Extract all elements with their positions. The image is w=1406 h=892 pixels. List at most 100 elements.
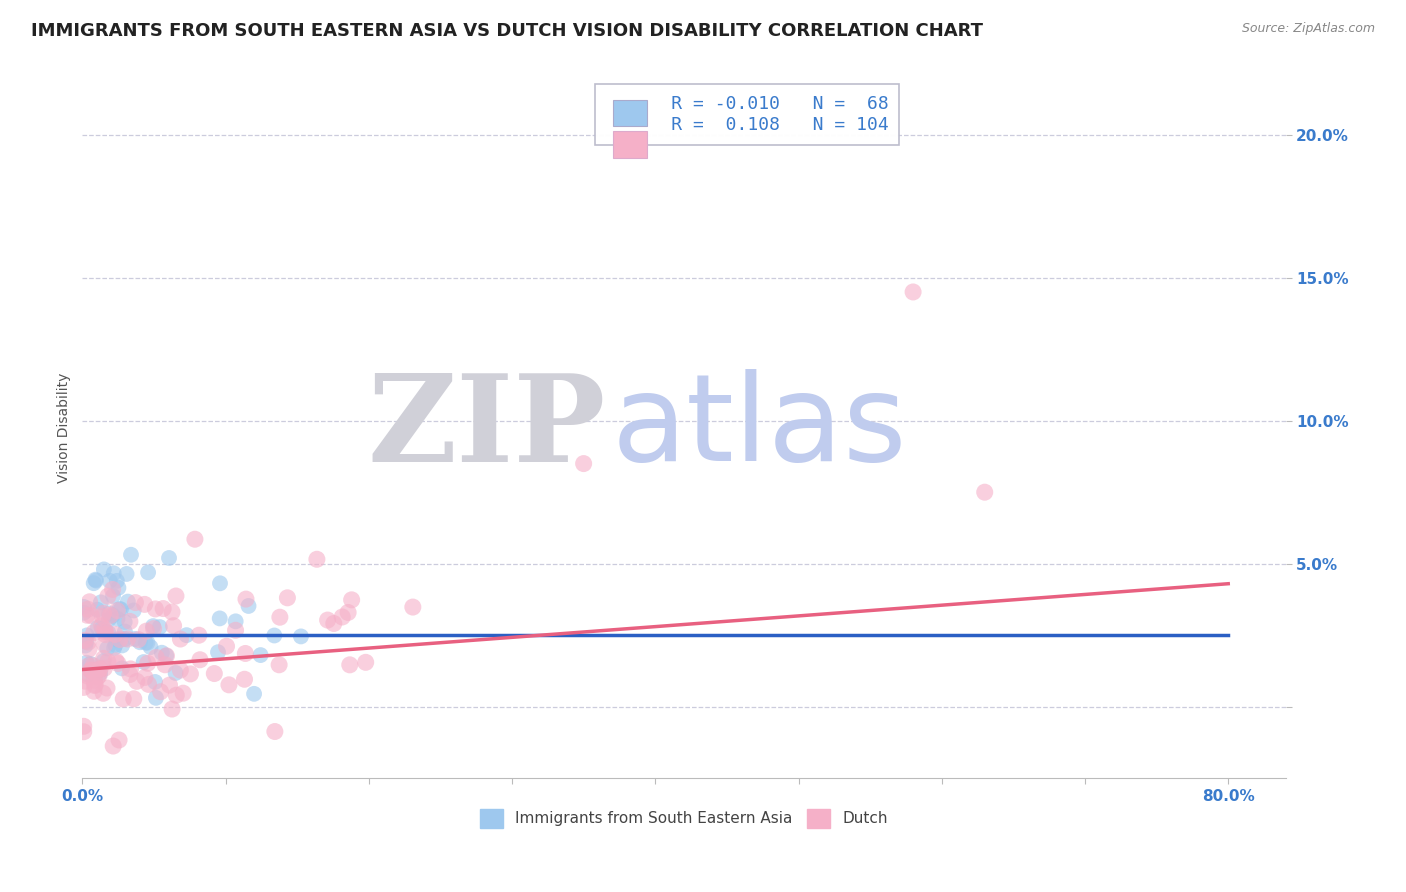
Point xyxy=(127,632,149,647)
Point xyxy=(235,592,257,607)
Point xyxy=(124,596,146,610)
Point xyxy=(122,691,145,706)
Point xyxy=(75,674,97,689)
Point xyxy=(322,616,344,631)
Point xyxy=(118,615,141,629)
Point xyxy=(73,681,96,695)
Point xyxy=(107,612,129,626)
Point xyxy=(107,581,129,595)
Point xyxy=(238,599,260,613)
Point xyxy=(114,615,136,629)
Text: atlas: atlas xyxy=(612,369,907,486)
Point xyxy=(269,657,291,672)
Point xyxy=(149,685,172,699)
Point xyxy=(89,662,111,676)
Point xyxy=(114,632,136,646)
Point xyxy=(86,603,108,617)
Point xyxy=(316,613,339,627)
Point xyxy=(90,618,112,632)
Point xyxy=(263,628,285,642)
Point xyxy=(98,607,121,621)
Point xyxy=(249,648,271,662)
Point xyxy=(134,598,156,612)
Point xyxy=(337,606,360,620)
Point xyxy=(91,609,114,624)
Point xyxy=(145,690,167,705)
Point xyxy=(339,657,361,672)
Point xyxy=(86,670,108,684)
Point xyxy=(91,686,114,700)
Point xyxy=(125,674,148,689)
Point xyxy=(79,664,101,678)
Point xyxy=(233,673,256,687)
Point xyxy=(75,639,97,653)
Point xyxy=(76,602,98,616)
Point xyxy=(76,667,98,681)
Point xyxy=(79,595,101,609)
Point xyxy=(73,606,96,620)
Point xyxy=(89,662,111,676)
Point xyxy=(94,627,117,641)
Point xyxy=(305,552,328,566)
Point xyxy=(108,602,131,616)
Point xyxy=(153,657,176,672)
Point xyxy=(139,640,162,654)
Point xyxy=(169,632,191,646)
Point xyxy=(76,608,98,623)
Point xyxy=(135,624,157,639)
Point xyxy=(97,655,120,669)
Point xyxy=(165,688,187,702)
Point xyxy=(145,602,167,616)
Point xyxy=(142,619,165,633)
Point xyxy=(89,666,111,681)
Point xyxy=(94,625,117,640)
Text: Source: ZipAtlas.com: Source: ZipAtlas.com xyxy=(1241,22,1375,36)
Point xyxy=(108,632,131,647)
Point xyxy=(354,656,377,670)
Point xyxy=(235,647,257,661)
Point xyxy=(96,681,118,695)
Point xyxy=(132,655,155,669)
Point xyxy=(172,686,194,700)
Point xyxy=(84,573,107,587)
Point xyxy=(269,610,291,624)
Point xyxy=(111,661,134,675)
Point xyxy=(82,658,104,673)
Point xyxy=(973,485,995,500)
Point xyxy=(83,678,105,692)
Point xyxy=(120,662,142,676)
Point xyxy=(101,582,124,597)
Point xyxy=(179,666,201,681)
Point xyxy=(76,669,98,683)
Point xyxy=(114,624,136,639)
Y-axis label: Vision Disability: Vision Disability xyxy=(58,373,72,483)
Point xyxy=(87,669,110,683)
Point xyxy=(290,629,312,643)
Point xyxy=(572,457,595,471)
Point xyxy=(276,591,298,605)
Point xyxy=(176,628,198,642)
Point xyxy=(124,632,146,646)
Point xyxy=(80,608,103,623)
Point xyxy=(83,576,105,591)
Point xyxy=(76,628,98,642)
Point xyxy=(79,657,101,671)
Point xyxy=(93,562,115,576)
Point xyxy=(77,642,100,657)
Point xyxy=(86,621,108,635)
Point xyxy=(901,285,924,299)
Point xyxy=(75,635,97,649)
Point xyxy=(110,602,132,616)
Point xyxy=(202,666,225,681)
Point xyxy=(90,595,112,609)
Point xyxy=(105,632,128,647)
Point xyxy=(108,733,131,747)
Point xyxy=(136,566,159,580)
Point xyxy=(103,640,125,655)
Point xyxy=(83,625,105,640)
Point xyxy=(162,618,184,632)
Point xyxy=(73,724,96,739)
Point xyxy=(117,632,139,646)
Legend: Immigrants from South Eastern Asia, Dutch: Immigrants from South Eastern Asia, Dutc… xyxy=(474,803,894,834)
Point xyxy=(107,657,129,671)
